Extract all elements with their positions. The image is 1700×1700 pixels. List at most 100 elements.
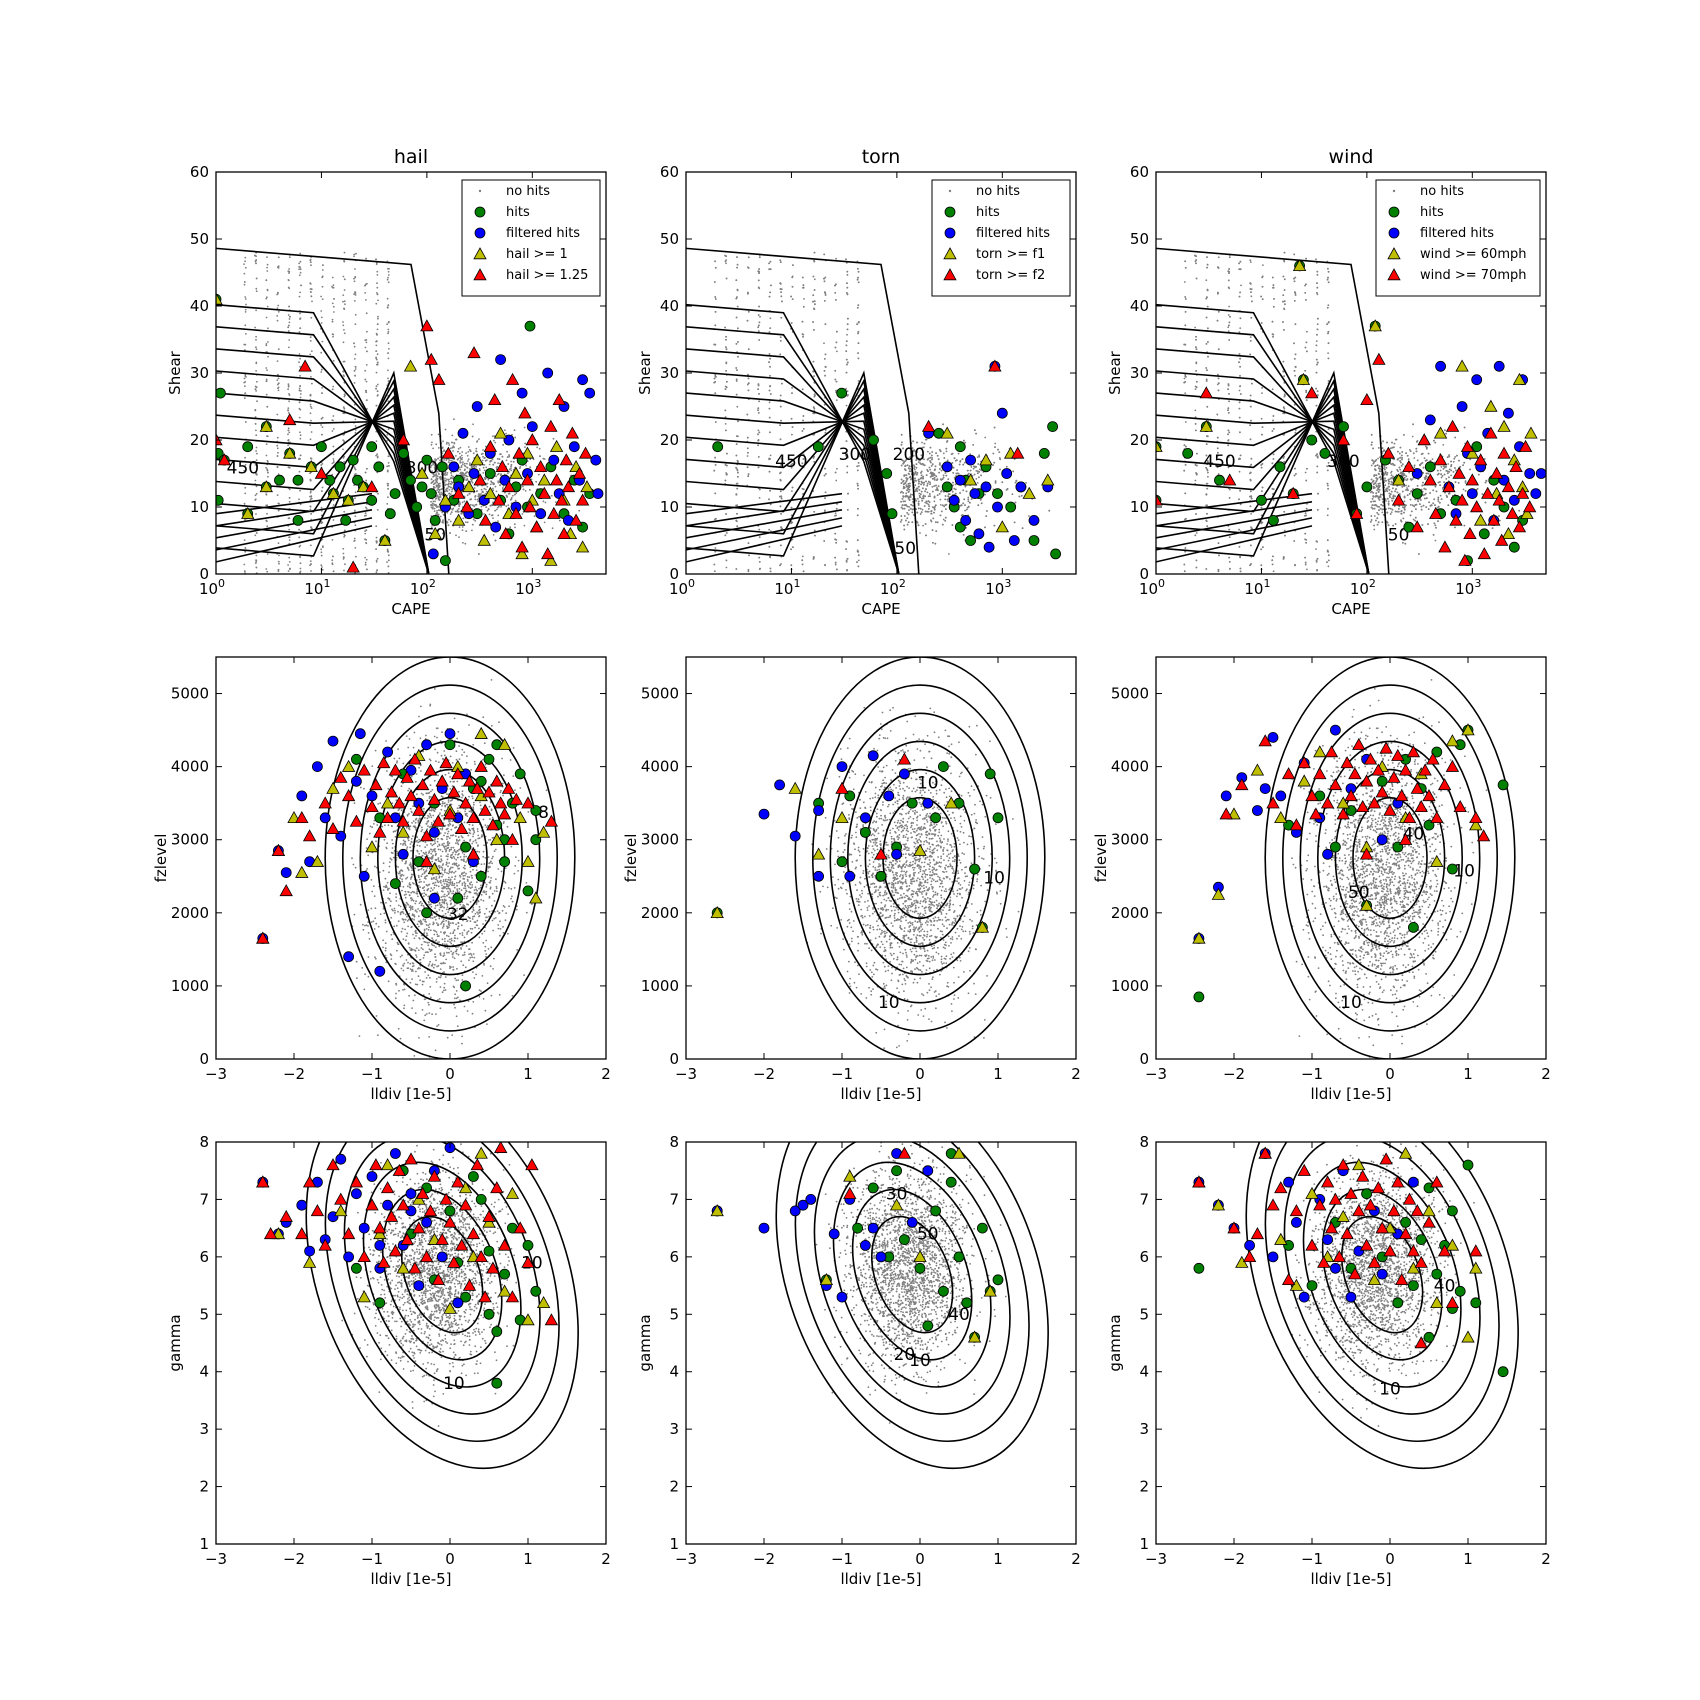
data-point: [836, 1291, 848, 1303]
data-point: [451, 486, 466, 499]
series-hail-1-25: [216, 319, 593, 573]
data-point: [259, 419, 273, 432]
data-point: [302, 1255, 317, 1268]
contour-lines: [216, 247, 450, 574]
data-point: [1398, 1146, 1413, 1159]
axes-frame: [215, 656, 607, 1060]
data-point: [340, 515, 352, 526]
data-point: [1520, 506, 1534, 519]
contour-label: 10: [983, 869, 1005, 889]
x-tick-base: 10: [1350, 580, 1369, 598]
data-point: [470, 453, 484, 466]
data-point: [483, 1308, 495, 1320]
y-tick-label: 60: [660, 163, 679, 181]
data-point: [1493, 360, 1505, 372]
y-tick-label: 10: [190, 498, 209, 516]
contour-label: 450: [775, 452, 807, 472]
data-point: [357, 1290, 371, 1303]
data-point: [427, 862, 442, 875]
x-tick-base: 10: [515, 580, 534, 598]
legend-marker: [473, 247, 487, 260]
y-tick-label: 20: [190, 431, 209, 449]
data-point: [419, 829, 434, 842]
data-point: [1330, 841, 1341, 853]
series-filtered-hits: [711, 1148, 934, 1303]
data-point: [474, 726, 488, 739]
data-point: [552, 392, 566, 406]
x-tick-exponent: 0: [1158, 577, 1165, 590]
y-tick-label: 0: [1139, 1050, 1149, 1068]
data-point: [575, 493, 590, 506]
plot-area: 10 40: [1192, 1142, 1519, 1470]
data-point: [455, 821, 469, 834]
data-point: [486, 1261, 500, 1274]
data-point: [521, 1255, 535, 1268]
data-point: [380, 1181, 395, 1194]
y-tick-label: 20: [660, 431, 679, 449]
legend-marker: [473, 268, 487, 281]
legend-marker: [1387, 247, 1401, 260]
data-point: [1305, 1186, 1319, 1199]
data-point: [343, 1251, 355, 1263]
x-tick-exponent: 0: [688, 577, 695, 590]
data-point: [1398, 763, 1413, 776]
y-tick-label: 40: [660, 297, 679, 315]
x-tick-label: 101: [1244, 577, 1270, 598]
data-point: [1292, 258, 1307, 272]
data-point: [1336, 433, 1351, 446]
y-tick-label: 8: [1139, 1133, 1149, 1151]
data-point: [1487, 513, 1501, 526]
x-tick-label: 0: [445, 1065, 455, 1083]
data-point: [1414, 800, 1428, 813]
data-point: [1484, 399, 1498, 412]
data-point: [1473, 513, 1488, 526]
data-point: [334, 1204, 348, 1217]
data-point: [535, 508, 547, 520]
data-point: [467, 346, 481, 359]
data-point: [392, 796, 406, 809]
data-point: [505, 832, 520, 845]
data-point: [416, 1186, 430, 1199]
data-point: [852, 1222, 863, 1234]
data-point: [1460, 439, 1475, 452]
plot-area: 450 300 50: [1156, 247, 1546, 574]
data-point: [493, 426, 508, 439]
data-point: [365, 480, 379, 493]
data-point: [466, 847, 481, 860]
x-axis-label: lldiv [1e-5]: [1310, 1570, 1391, 1588]
data-point: [451, 513, 466, 526]
y-tick-label: 0: [199, 565, 209, 583]
data-point: [408, 1261, 422, 1274]
y-tick-label: 3: [199, 1420, 209, 1438]
data-point: [1336, 807, 1350, 820]
data-point: [304, 1245, 316, 1257]
x-tick-label: 2: [601, 1550, 611, 1568]
data-point: [467, 1171, 479, 1182]
data-point: [525, 1158, 539, 1171]
series-wind-60mph: [1192, 1146, 1483, 1343]
data-point: [483, 439, 498, 452]
data-point: [398, 447, 409, 459]
data-point: [315, 441, 327, 453]
axes-frame: [1155, 1141, 1547, 1545]
data-point: [427, 1169, 442, 1182]
data-point: [1411, 488, 1423, 500]
contour-label: 300: [1327, 452, 1359, 472]
data-point: [1509, 459, 1523, 473]
data-point: [1400, 1217, 1411, 1228]
data-point: [520, 473, 535, 486]
contour-lines: [686, 247, 920, 574]
y-tick-label: 5: [1139, 1305, 1149, 1323]
data-point: [497, 1238, 512, 1251]
contour-label: 50: [917, 1225, 939, 1245]
data-point: [373, 461, 385, 473]
data-point: [497, 1284, 512, 1297]
data-point: [436, 461, 448, 473]
data-point: [501, 781, 516, 794]
plot-area: 45050300: [216, 247, 604, 574]
data-point: [400, 1232, 414, 1245]
data-point: [1244, 1240, 1255, 1251]
data-point: [954, 441, 966, 453]
data-point: [1367, 1273, 1382, 1286]
